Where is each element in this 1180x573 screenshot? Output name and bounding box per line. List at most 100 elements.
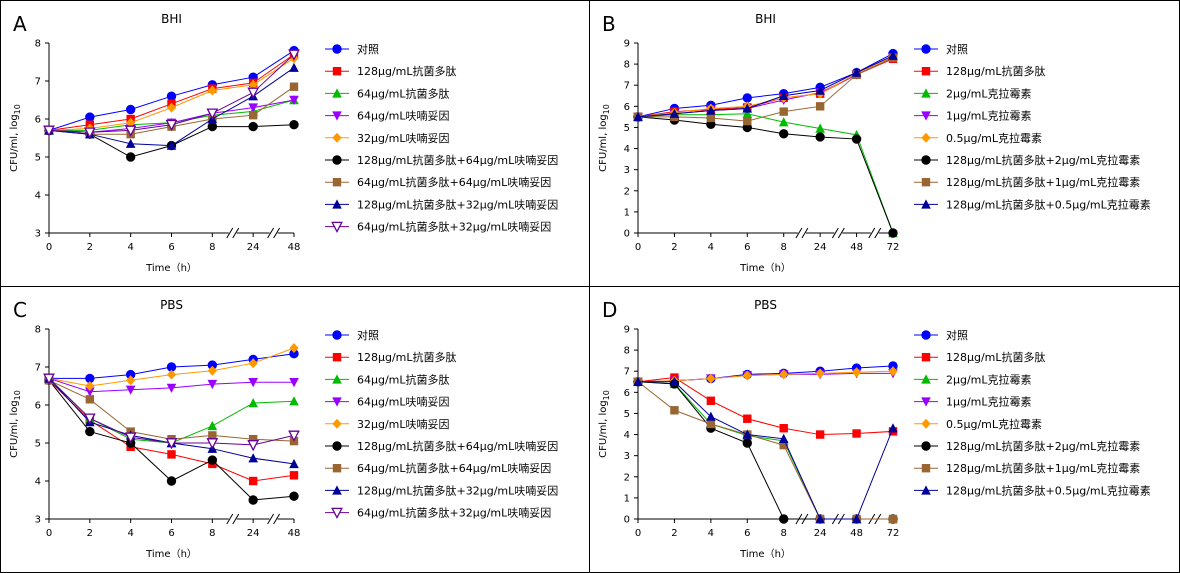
legend-marker [921, 44, 931, 54]
legend-entry: 128μg/mL抗菌多肽 [357, 64, 457, 78]
legend-marker [332, 330, 342, 340]
series-8 [633, 376, 898, 524]
data-point [85, 381, 95, 391]
data-point [126, 117, 136, 128]
axis-break-mark [273, 513, 281, 525]
y-tick-label: 5 [624, 123, 630, 134]
y-tick-label: 0 [624, 229, 630, 240]
y-axis-label-main: CFU/ml, log [598, 114, 609, 172]
data-point [207, 365, 217, 376]
y-axis-label-subscript: 10 [602, 104, 611, 114]
data-point [124, 432, 137, 444]
legend-marker [332, 374, 342, 384]
series-6 [633, 112, 898, 238]
legend-entry: 64μg/mL呋喃妥因 [357, 395, 450, 409]
data-point [85, 112, 95, 122]
legend-entry: 128μg/mL抗菌多肽+64μg/mL呋喃妥因 [357, 153, 558, 167]
data-point [166, 140, 177, 150]
data-point [248, 453, 258, 463]
series-line [637, 116, 894, 234]
axis-break-mark [831, 227, 839, 239]
data-point [815, 430, 825, 439]
x-tick-label: 48 [850, 528, 863, 539]
data-point [248, 103, 258, 113]
data-point [815, 85, 825, 95]
legend-marker [332, 418, 342, 429]
legend: 对照 128μg/mL抗菌多肽 64μg/mL抗菌多肽 64μg/mL呋喃妥因 32μg… [325, 42, 558, 234]
data-point [706, 419, 716, 429]
y-tick-label: 6 [35, 401, 41, 412]
data-point [248, 476, 258, 486]
data-point [742, 438, 752, 448]
data-point [888, 514, 898, 524]
y-axis-label: CFU/ml, log10 [9, 390, 22, 458]
legend-entry: 64μg/mL呋喃妥因 [357, 109, 450, 123]
y-axis-label-main: CFU/ml, log [9, 114, 20, 172]
legend-entry: 128μg/mL抗菌多肽 [946, 64, 1046, 78]
x-tick-label: 8 [781, 242, 787, 253]
data-point [706, 411, 716, 421]
chart-title: BHI [755, 12, 776, 26]
series-line [638, 381, 894, 520]
axis-break-gap [228, 517, 237, 521]
axis-break-mark [267, 513, 275, 525]
x-tick-label: 48 [850, 242, 863, 253]
y-tick-label: 8 [35, 39, 41, 50]
data-point [248, 435, 258, 444]
x-axis-label: Time（h） [739, 262, 791, 274]
legend-marker [332, 199, 342, 209]
data-point [43, 373, 55, 385]
x-tick-label: 72 [887, 242, 900, 253]
legend-marker [332, 441, 342, 451]
panel-b: B BHI 0 1 2 3 4 5 6 7 8 9 0 2 4 6 8 24 48 72 Time（h） CFU/ml, … [589, 0, 1180, 287]
legend-entry: 128μg/mL抗菌多肽+64μg/mL呋喃妥因 [357, 439, 558, 453]
series-8 [633, 50, 898, 122]
axis-break-mark [801, 227, 809, 239]
x-axis-label: Time（h） [739, 548, 791, 560]
legend-entry: 2μg/mL克拉霉素 [946, 372, 1032, 386]
series-line [637, 55, 894, 118]
data-point [851, 367, 862, 378]
data-point [166, 369, 177, 380]
y-axis-label-subscript: 10 [13, 390, 22, 400]
data-point [125, 138, 136, 148]
data-point [207, 85, 217, 96]
legend-entry: 1μg/mL克拉霉素 [946, 395, 1032, 409]
series-line [637, 381, 893, 520]
legend-entry: 128μg/mL抗菌多肽+0.5μg/mL克拉霉素 [946, 483, 1151, 497]
axis-break-mark [226, 513, 234, 525]
legend-marker [332, 353, 342, 362]
axis-break-mark [795, 227, 803, 239]
y-tick-label: 4 [35, 191, 41, 202]
y-tick-label: 4 [624, 144, 630, 155]
legend-entry: 32μg/mL呋喃妥因 [357, 131, 450, 145]
data-point [888, 366, 898, 377]
data-point [851, 514, 862, 524]
x-tick-label: 24 [247, 528, 260, 539]
panel-d: D PBS 0 1 2 3 4 5 6 7 8 9 0 2 4 6 8 24 48 72 Time（h） CFU/ml, … [589, 286, 1180, 573]
y-tick-label: 9 [624, 325, 630, 336]
x-tick-label: 6 [168, 528, 174, 539]
legend-entry: 1μg/mL克拉霉素 [946, 109, 1032, 123]
x-tick-label: 2 [87, 242, 93, 253]
data-point [166, 91, 177, 101]
legend-marker [921, 330, 931, 340]
legend-marker [332, 132, 342, 143]
data-point [85, 395, 95, 404]
y-tick-label: 7 [35, 363, 41, 374]
data-point [166, 383, 177, 393]
data-point [207, 420, 218, 431]
x-tick-label: 4 [708, 528, 714, 539]
y-tick-label: 8 [35, 325, 41, 336]
x-tick-label: 4 [127, 242, 133, 253]
data-point [85, 426, 95, 437]
y-tick-label: 6 [35, 115, 41, 126]
data-point [888, 228, 898, 238]
data-point [165, 119, 178, 132]
y-tick-label: 0 [624, 515, 630, 526]
axis-break-gap [797, 231, 806, 235]
legend-marker [921, 199, 931, 209]
panel-a: A BHI 3 4 5 6 7 8 0 2 4 6 8 24 48 Time（h） CFU/ml, log10 对… [0, 0, 590, 287]
